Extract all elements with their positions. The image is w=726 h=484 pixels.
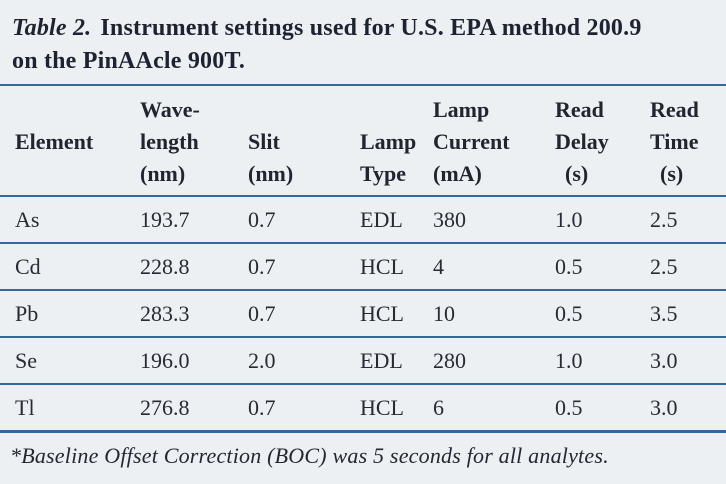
cell-read-delay: 0.5 xyxy=(555,394,583,420)
cell-read-delay: 0.5 xyxy=(555,300,583,326)
cell-element: Tl xyxy=(15,394,35,420)
table-row: Pb 283.3 0.7 HCL 10 0.5 3.5 xyxy=(0,289,726,336)
cell-wavelength: 283.3 xyxy=(140,300,190,326)
header-line: Wave- xyxy=(140,97,200,122)
header-cell-element: Element xyxy=(15,94,140,190)
cell-slit: 0.7 xyxy=(248,394,276,420)
table-row: Se 196.0 2.0 EDL 280 1.0 3.0 xyxy=(0,336,726,383)
cell-lamp-type: EDL xyxy=(360,206,403,232)
header-cell-slit: Slit (nm) xyxy=(248,94,360,190)
header-cell-lamp-current: Lamp Current (mA) xyxy=(433,94,555,190)
cell-element: As xyxy=(15,206,40,232)
header-line: (mA) xyxy=(433,161,482,186)
cell-wavelength: 228.8 xyxy=(140,253,190,279)
cell-read-time: 3.0 xyxy=(650,347,678,373)
header-line: (nm) xyxy=(248,161,294,186)
cell-read-delay: 1.0 xyxy=(555,206,583,232)
footnote: *Baseline Offset Correction (BOC) was 5 … xyxy=(10,443,609,468)
header-line xyxy=(15,158,140,190)
cell-lamp-current: 380 xyxy=(433,206,466,232)
cell-element: Pb xyxy=(15,300,39,326)
cell-read-delay: 1.0 xyxy=(555,347,583,373)
table-row: As 193.7 0.7 EDL 380 1.0 2.5 xyxy=(0,195,726,242)
cell-wavelength: 276.8 xyxy=(140,394,190,420)
header-cell-lamp-type: Lamp Type xyxy=(360,94,433,190)
header-cell-wavelength: Wave- length (nm) xyxy=(140,94,248,190)
cell-slit: 0.7 xyxy=(248,300,276,326)
cell-lamp-current: 6 xyxy=(433,394,444,420)
cell-slit: 2.0 xyxy=(248,347,276,373)
cell-read-delay: 0.5 xyxy=(555,253,583,279)
header-line xyxy=(360,94,433,126)
cell-lamp-current: 10 xyxy=(433,300,455,326)
header-line: Slit xyxy=(248,129,280,154)
table-row: Cd 228.8 0.7 HCL 4 0.5 2.5 xyxy=(0,242,726,289)
table-title-label: Table 2. xyxy=(12,15,92,41)
header-line: Type xyxy=(360,161,407,186)
cell-lamp-type: EDL xyxy=(360,347,403,373)
cell-read-time: 3.0 xyxy=(650,394,678,420)
cell-slit: 0.7 xyxy=(248,206,276,232)
cell-read-time: 2.5 xyxy=(650,253,678,279)
header-cell-read-delay: Read Delay (s) xyxy=(555,94,650,190)
header-line: Time xyxy=(650,129,699,154)
table-title: Table 2. Instrument settings used for U.S… xyxy=(0,0,692,78)
cell-lamp-type: HCL xyxy=(360,253,404,279)
cell-element: Cd xyxy=(15,253,41,279)
header-line: Current xyxy=(433,129,510,154)
header-line xyxy=(15,94,140,126)
header-line: Read xyxy=(555,97,604,122)
cell-element: Se xyxy=(15,347,37,373)
cell-lamp-type: HCL xyxy=(360,394,404,420)
cell-read-time: 3.5 xyxy=(650,300,678,326)
header-line: (s) xyxy=(565,161,589,186)
cell-lamp-current: 280 xyxy=(433,347,466,373)
table-row: Tl 276.8 0.7 HCL 6 0.5 3.0 xyxy=(0,383,726,430)
header-line: Element xyxy=(15,129,94,154)
table-header-row: Element Wave- length (nm) Slit (nm) Lamp… xyxy=(0,86,726,195)
instrument-settings-table: Element Wave- length (nm) Slit (nm) Lamp… xyxy=(0,84,726,433)
cell-read-time: 2.5 xyxy=(650,206,678,232)
header-line: (s) xyxy=(660,161,684,186)
header-cell-read-time: Read Time (s) xyxy=(650,94,726,190)
header-line: Delay xyxy=(555,129,609,154)
cell-wavelength: 196.0 xyxy=(140,347,190,373)
cell-lamp-type: HCL xyxy=(360,300,404,326)
cell-slit: 0.7 xyxy=(248,253,276,279)
table-title-text: Instrument settings used for U.S. EPA me… xyxy=(12,15,642,74)
cell-wavelength: 193.7 xyxy=(140,206,190,232)
header-line xyxy=(248,94,360,126)
cell-lamp-current: 4 xyxy=(433,253,444,279)
header-line: Lamp xyxy=(360,129,417,154)
header-line: Read xyxy=(650,97,699,122)
header-line: length xyxy=(140,129,199,154)
header-line: Lamp xyxy=(433,97,490,122)
header-line: (nm) xyxy=(140,161,186,186)
